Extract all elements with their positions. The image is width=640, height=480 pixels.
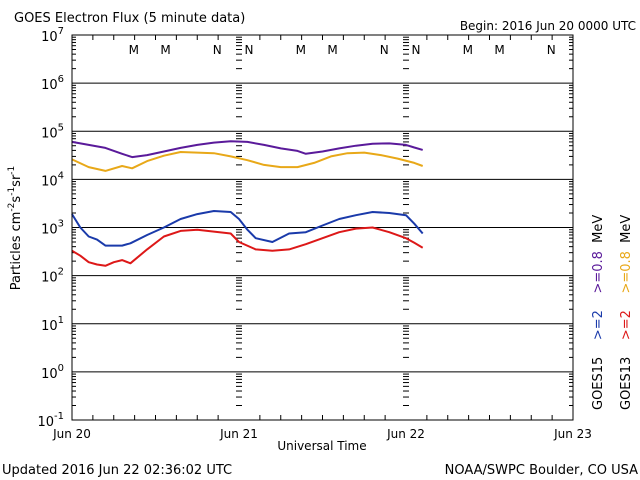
y-tick-labels: 107 106 105 104 103 102 101 100 10-1 [37,26,64,430]
local-time-marker: M [129,43,139,57]
minor-ticks [72,35,573,420]
legend-text: GOES13 >=2 >=0.8 MeV [619,215,634,410]
series-group [71,140,424,267]
updated-timestamp: Updated 2016 Jun 22 02:36:02 UTC [2,463,232,478]
legend-entry: GOES13 >=2 >=0.8 MeV [619,215,634,410]
y-tick-label: 105 [41,122,64,141]
local-time-marker: N [245,43,254,57]
series-line [71,226,424,267]
y-tick-label: 101 [41,315,64,334]
x-axis-label: Universal Time [277,439,366,453]
x-tick-label: Jun 21 [219,427,258,441]
legend-entry: GOES15 >=2 >=0.8 MeV [591,215,606,410]
y-tick-label: 10-1 [37,411,64,430]
local-time-marker: N [380,43,389,57]
local-time-marker: M [327,43,337,57]
y-tick-label: 102 [41,267,64,286]
y-tick-label: 106 [41,74,64,93]
series-line [71,140,423,159]
y-tick-label: 100 [41,363,64,382]
local-time-marker: N [412,43,421,57]
series-line [71,210,424,247]
y-axis-label: Particles cm-2s-1sr-1 [7,166,24,291]
chart-title: GOES Electron Flux (5 minute data) [14,11,245,26]
y-tick-label: 103 [41,219,64,238]
local-time-marker: N [213,43,222,57]
local-time-marker: M [160,43,170,57]
legend: GOES15 >=2 >=0.8 MeV GOES13 >=2 >=0.8 MeV [591,215,634,410]
legend-text: GOES15 >=2 >=0.8 MeV [591,215,606,410]
local-time-marker: N [547,43,556,57]
y-axis-label-text: Particles cm-2s-1sr-1 [7,166,24,291]
chart-subtitle: Begin: 2016 Jun 20 0000 UTC [460,19,636,33]
local-time-marker: M [296,43,306,57]
credit-label: NOAA/SWPC Boulder, CO USA [445,463,638,478]
y-tick-label: 107 [41,26,64,45]
x-tick-label: Jun 22 [386,427,425,441]
local-time-marker: M [494,43,504,57]
series-line [71,151,424,172]
x-tick-label: Jun 23 [553,427,592,441]
plot-frame [71,34,574,421]
local-time-marker: M [463,43,473,57]
y-tick-label: 104 [41,170,64,189]
x-tick-label: Jun 20 [52,427,91,441]
x-tick-labels: Jun 20 Jun 21 Jun 22 Jun 23 [52,427,592,441]
